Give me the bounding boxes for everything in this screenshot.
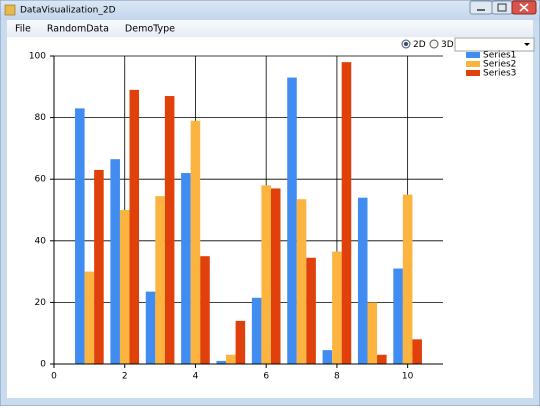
title-bar [0,0,540,21]
legend-label: Series1 [483,51,516,61]
bar [270,188,281,364]
y-tick-label: 60 [35,175,47,185]
x-tick-label: 8 [334,372,340,382]
legend-label: Series2 [483,60,516,70]
bar [235,320,246,364]
legend-swatch [466,70,480,76]
y-tick-label: 80 [35,113,47,123]
bar [377,354,387,364]
y-tick-label: 100 [29,52,46,62]
bar [341,62,352,364]
y-tick-label: 40 [35,236,47,246]
app-icon [4,4,16,16]
y-tick-label: 20 [35,298,47,308]
bar [332,251,342,364]
bar [367,302,378,364]
bar [357,197,368,364]
bar [155,196,165,364]
maximize-glyph [497,3,507,12]
menu-item[interactable]: DemoType [125,24,175,35]
bar [251,297,262,364]
x-tick-label: 10 [402,372,414,382]
bar [164,96,175,364]
bar [216,360,227,364]
y-tick-label: 0 [40,360,46,370]
legend-swatch [466,52,480,58]
radio-dot [404,42,408,46]
radio-label: 2D [413,40,426,50]
menu-item[interactable]: File [15,24,31,35]
x-tick-label: 2 [122,372,128,382]
x-tick-label: 6 [263,372,269,382]
bar [119,210,130,364]
bar [306,257,316,364]
bar [84,271,95,364]
bar [129,89,140,364]
minimize-button[interactable] [469,0,493,15]
bar [261,185,271,364]
bar [322,350,333,364]
bar [200,256,210,364]
combo-arrow [524,43,530,46]
combo-box[interactable] [454,37,535,52]
bar [296,199,307,364]
maximize-button[interactable] [491,0,513,15]
bar [110,159,120,364]
legend-swatch [466,61,480,67]
menu-item[interactable]: RandomData [47,24,109,35]
bar [402,194,413,364]
bar [287,77,297,364]
radio-button[interactable] [429,39,439,49]
bar [75,108,85,364]
bar [393,268,403,364]
bar [412,339,422,364]
bar [181,173,191,364]
bar [145,291,156,364]
bar [94,169,104,364]
window-title: DataVisualization_2D [20,6,116,16]
close-glyph [519,3,529,12]
radio-label: 3D [441,40,454,50]
x-tick-label: 4 [193,372,199,382]
x-tick-label: 0 [51,372,57,382]
menu-bar [7,20,533,37]
legend-label: Series3 [483,69,516,79]
bar [226,354,236,364]
bar [190,120,201,365]
